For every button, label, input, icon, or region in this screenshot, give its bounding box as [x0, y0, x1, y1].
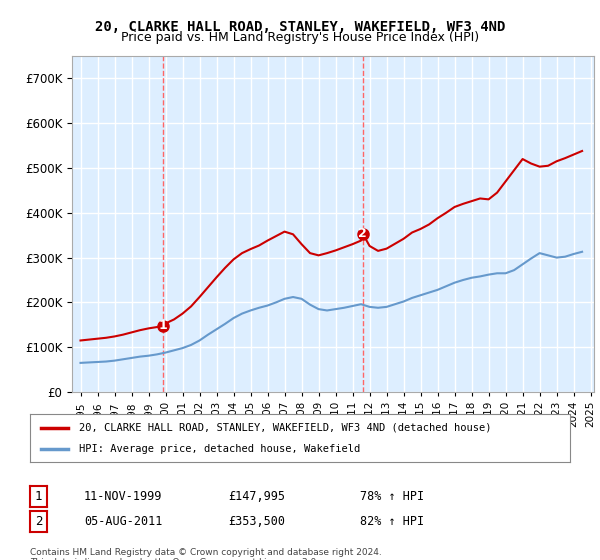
Text: £147,995: £147,995 — [228, 490, 285, 503]
Text: Price paid vs. HM Land Registry's House Price Index (HPI): Price paid vs. HM Land Registry's House … — [121, 31, 479, 44]
Text: HPI: Average price, detached house, Wakefield: HPI: Average price, detached house, Wake… — [79, 444, 360, 454]
Text: Contains HM Land Registry data © Crown copyright and database right 2024.
This d: Contains HM Land Registry data © Crown c… — [30, 548, 382, 560]
Text: 11-NOV-1999: 11-NOV-1999 — [84, 490, 163, 503]
Text: 20, CLARKE HALL ROAD, STANLEY, WAKEFIELD, WF3 4ND: 20, CLARKE HALL ROAD, STANLEY, WAKEFIELD… — [95, 20, 505, 34]
Text: 05-AUG-2011: 05-AUG-2011 — [84, 515, 163, 529]
Text: 2: 2 — [35, 515, 42, 528]
Text: £353,500: £353,500 — [228, 515, 285, 529]
Text: 82% ↑ HPI: 82% ↑ HPI — [360, 515, 424, 529]
Text: 2: 2 — [358, 227, 367, 240]
Text: 78% ↑ HPI: 78% ↑ HPI — [360, 490, 424, 503]
Text: 20, CLARKE HALL ROAD, STANLEY, WAKEFIELD, WF3 4ND (detached house): 20, CLARKE HALL ROAD, STANLEY, WAKEFIELD… — [79, 423, 491, 433]
Text: 1: 1 — [35, 489, 42, 503]
Text: 1: 1 — [159, 319, 167, 332]
